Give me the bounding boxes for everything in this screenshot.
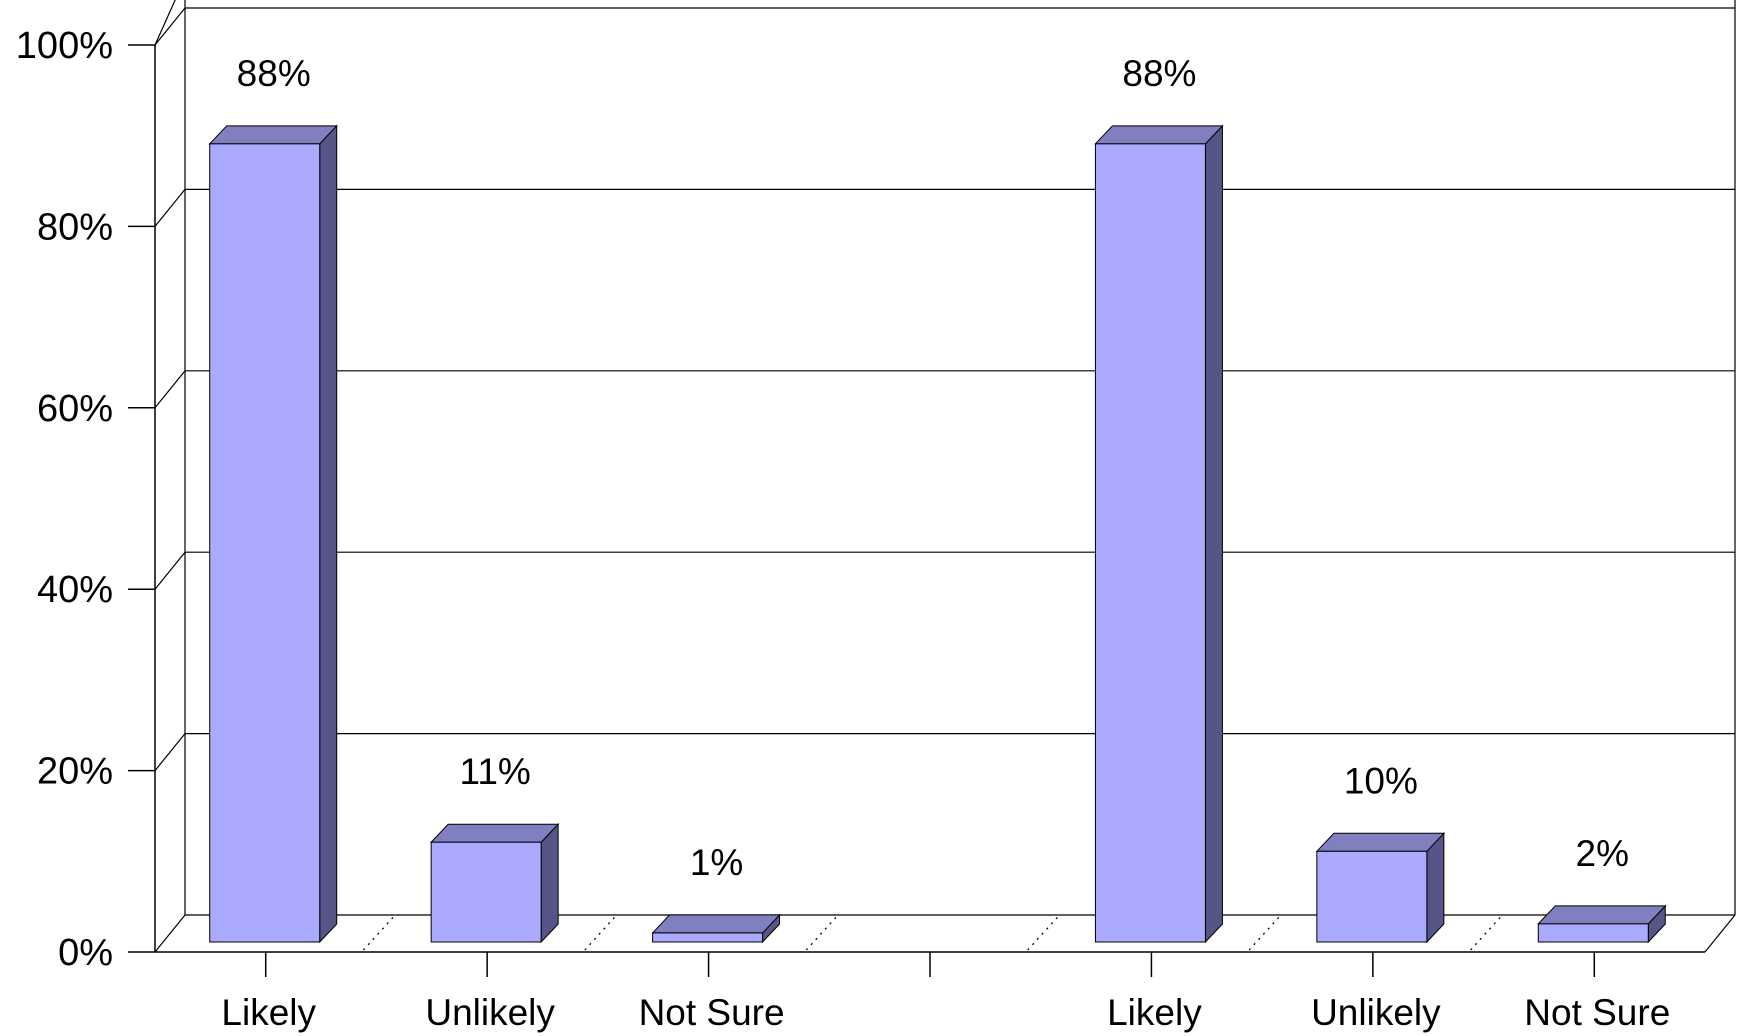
data-label: 1%	[690, 842, 743, 883]
bar-top	[208, 125, 338, 145]
floor-right-edge	[1704, 914, 1736, 953]
data-label: 2%	[1576, 833, 1629, 874]
y-tick-label: 20%	[37, 751, 113, 793]
y-tick-label: 100%	[16, 25, 113, 67]
bar	[430, 841, 542, 943]
floor-divider	[1027, 916, 1059, 951]
bar-top	[651, 914, 781, 934]
floor-divider	[1248, 916, 1280, 951]
gridline-side	[154, 551, 186, 590]
y-tick-label: 80%	[37, 206, 113, 248]
data-label: 10%	[1344, 760, 1418, 801]
bar	[1316, 850, 1428, 943]
bar-top	[1315, 832, 1446, 852]
bar-top	[429, 823, 560, 843]
data-label: 88%	[1122, 53, 1196, 94]
y-tick-label: 60%	[37, 388, 113, 430]
bar	[652, 932, 764, 943]
floor-divider	[805, 916, 837, 951]
x-category-label: Likely	[221, 992, 316, 1033]
y-tick-label: 40%	[37, 569, 113, 611]
floor-divider	[584, 916, 616, 951]
x-category-label: Unlikely	[1311, 992, 1441, 1033]
gridline-side	[154, 7, 186, 46]
gridline-side	[154, 914, 186, 953]
bar	[1537, 923, 1649, 943]
bar-side	[1204, 124, 1223, 944]
side-wall-top	[154, 0, 176, 46]
x-category-label: Not Sure	[1524, 992, 1670, 1033]
bar	[209, 143, 321, 943]
bar-side	[540, 822, 559, 944]
bar-side	[319, 124, 338, 944]
x-category-label: Likely	[1107, 992, 1202, 1033]
bar-side	[1426, 832, 1445, 944]
x-category-label: Not Sure	[639, 992, 785, 1033]
bar	[1094, 143, 1206, 943]
floor-divider	[362, 916, 394, 951]
y-tick-label: 0%	[58, 932, 113, 974]
data-label: 88%	[237, 53, 311, 94]
x-category-label: Unlikely	[425, 992, 555, 1033]
data-label: 11%	[459, 751, 530, 792]
gridline-side	[154, 189, 186, 227]
bar-top	[1094, 125, 1224, 145]
gridline-side	[154, 733, 186, 771]
bar-top	[1537, 905, 1667, 925]
floor-divider	[1470, 916, 1502, 951]
gridline-side	[154, 370, 186, 409]
